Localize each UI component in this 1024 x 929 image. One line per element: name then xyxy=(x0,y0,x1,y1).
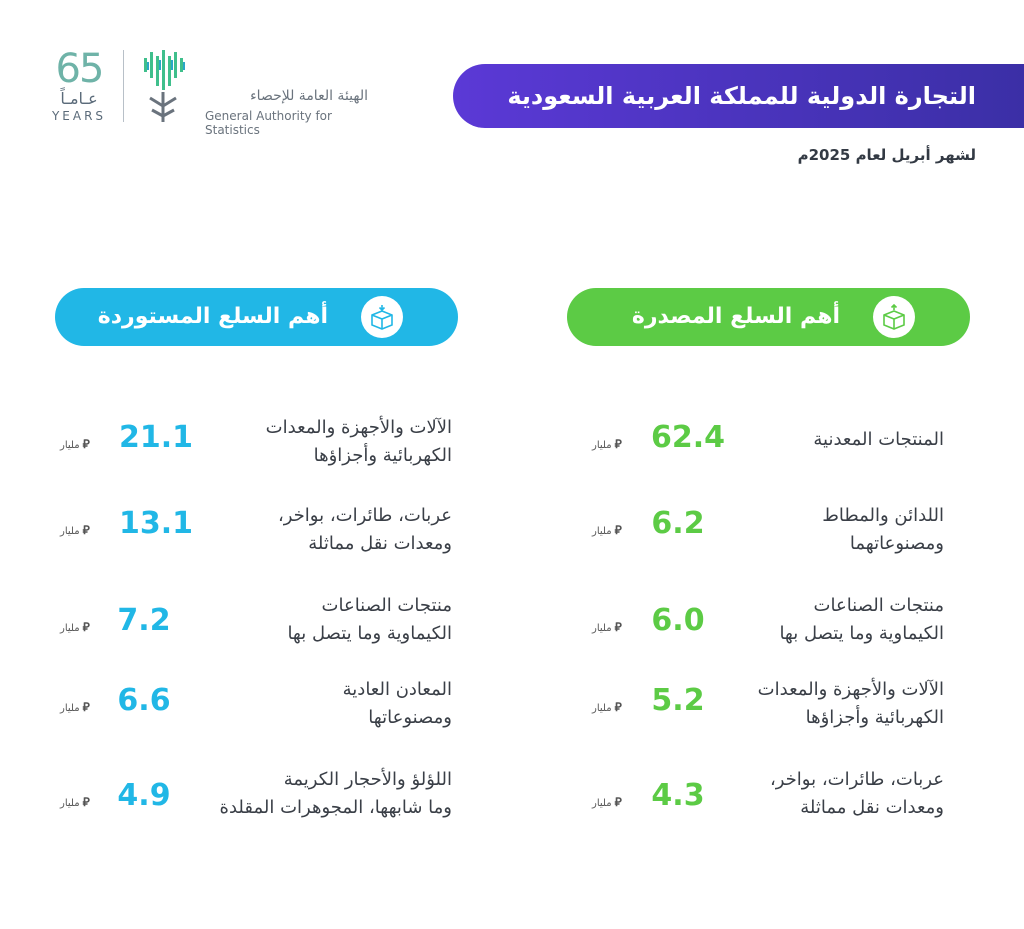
list-item: اللدائن والمطاط ومصنوعاتهما xyxy=(664,502,944,558)
list-item: المعادن العادية ومصنوعاتها xyxy=(190,676,452,732)
import-item-value: 13.1 xyxy=(118,506,194,541)
imports-box-icon-wrapper xyxy=(361,296,403,338)
anniversary-arabic: عـامـاً xyxy=(60,89,98,108)
export-item-value: 4.3 xyxy=(651,778,705,813)
import-item-value: 6.6 xyxy=(117,683,171,718)
list-item: عربات، طائرات، بواخر، ومعدات نقل مماثلة xyxy=(190,502,452,558)
title-banner: التجارة الدولية للمملكة العربية السعودية xyxy=(453,64,1024,128)
export-item-unit: ⃁مليار xyxy=(592,795,622,809)
import-item-label-line2: ومصنوعاتها xyxy=(368,707,452,728)
riyal-icon: ⃁ xyxy=(82,437,90,451)
import-item-unit: ⃁مليار xyxy=(60,795,90,809)
export-item-value: 62.4 xyxy=(650,420,726,455)
import-item-label-line2: ومعدات نقل مماثلة xyxy=(308,533,452,554)
import-item-label-line2: وما شابهها، المجوهرات المقلدة xyxy=(219,797,452,818)
import-item-value: 4.9 xyxy=(117,778,171,813)
export-item-value: 5.2 xyxy=(651,683,705,718)
list-item: الآلات والأجهزة والمعدات الكهربائية وأجز… xyxy=(664,676,944,732)
export-item-unit: ⃁مليار xyxy=(592,700,622,714)
riyal-icon: ⃁ xyxy=(614,437,622,451)
gastat-logo-icon xyxy=(144,50,185,122)
export-item-label-line2: الكهربائية وأجزاؤها xyxy=(805,707,944,728)
export-item-unit: ⃁مليار xyxy=(592,523,622,537)
exports-heading-pill: أهم السلع المصدرة xyxy=(567,288,970,346)
riyal-icon: ⃁ xyxy=(614,523,622,537)
import-item-label-line1: اللؤلؤ والأحجار الكريمة xyxy=(283,769,452,790)
riyal-icon: ⃁ xyxy=(614,620,622,634)
anniversary-logo: 65 عـامـاً YEARS xyxy=(44,48,114,128)
list-item: المنتجات المعدنية xyxy=(664,426,944,454)
riyal-icon: ⃁ xyxy=(82,795,90,809)
export-item-label-line1: عربات، طائرات، بواخر، xyxy=(769,769,944,790)
import-item-label-line2: الكيماوية وما يتصل بها xyxy=(287,623,452,644)
import-item-label-line2: الكهربائية وأجزاؤها xyxy=(313,445,452,466)
list-item: منتجات الصناعات الكيماوية وما يتصل بها xyxy=(190,592,452,648)
import-item-unit: ⃁مليار xyxy=(60,437,90,451)
riyal-icon: ⃁ xyxy=(82,620,90,634)
org-name-arabic: الهيئة العامة للإحصاء xyxy=(250,88,368,104)
import-item-label-line1: عربات، طائرات، بواخر، xyxy=(277,505,452,526)
page-title: التجارة الدولية للمملكة العربية السعودية xyxy=(507,82,976,110)
import-item-unit: ⃁مليار xyxy=(60,700,90,714)
import-item-value: 21.1 xyxy=(118,420,194,455)
export-item-value: 6.0 xyxy=(651,603,705,638)
box-icon xyxy=(883,303,905,330)
list-item: عربات، طائرات، بواخر، ومعدات نقل مماثلة xyxy=(664,766,944,822)
import-item-label-line1: المعادن العادية xyxy=(342,679,452,700)
list-item: الآلات والأجهزة والمعدات الكهربائية وأجز… xyxy=(190,414,452,470)
export-item-label-line1: منتجات الصناعات xyxy=(813,595,944,616)
exports-heading: أهم السلع المصدرة xyxy=(631,304,840,329)
logo-divider xyxy=(123,50,124,122)
org-name-english: General Authority for Statistics xyxy=(205,109,332,137)
import-item-label-line1: الآلات والأجهزة والمعدات xyxy=(265,417,452,438)
riyal-icon: ⃁ xyxy=(82,523,90,537)
import-item-unit: ⃁مليار xyxy=(60,620,90,634)
riyal-icon: ⃁ xyxy=(82,700,90,714)
export-item-label-line1: اللدائن والمطاط xyxy=(822,505,944,526)
exports-box-icon-wrapper xyxy=(873,296,915,338)
export-item-label-line2: الكيماوية وما يتصل بها xyxy=(779,623,944,644)
imports-heading-pill: أهم السلع المستوردة xyxy=(55,288,458,346)
export-item-value: 6.2 xyxy=(651,506,705,541)
list-item: منتجات الصناعات الكيماوية وما يتصل بها xyxy=(664,592,944,648)
anniversary-number: 65 xyxy=(55,46,105,92)
export-item-label-line1: المنتجات المعدنية xyxy=(813,429,944,450)
export-item-label-line2: ومعدات نقل مماثلة xyxy=(800,797,944,818)
page-subtitle: لشهر أبريل لعام 2025م xyxy=(797,146,976,164)
box-icon xyxy=(371,305,393,330)
import-item-value: 7.2 xyxy=(117,603,171,638)
export-item-unit: ⃁مليار xyxy=(592,437,622,451)
list-item: اللؤلؤ والأحجار الكريمة وما شابهها، المج… xyxy=(170,766,452,822)
export-item-label-line2: ومصنوعاتهما xyxy=(849,533,944,554)
imports-heading: أهم السلع المستوردة xyxy=(97,304,328,329)
import-item-unit: ⃁مليار xyxy=(60,523,90,537)
export-item-unit: ⃁مليار xyxy=(592,620,622,634)
anniversary-english: YEARS xyxy=(51,109,107,123)
export-item-label-line1: الآلات والأجهزة والمعدات xyxy=(757,679,944,700)
riyal-icon: ⃁ xyxy=(614,795,622,809)
import-item-label-line1: منتجات الصناعات xyxy=(321,595,452,616)
riyal-icon: ⃁ xyxy=(614,700,622,714)
